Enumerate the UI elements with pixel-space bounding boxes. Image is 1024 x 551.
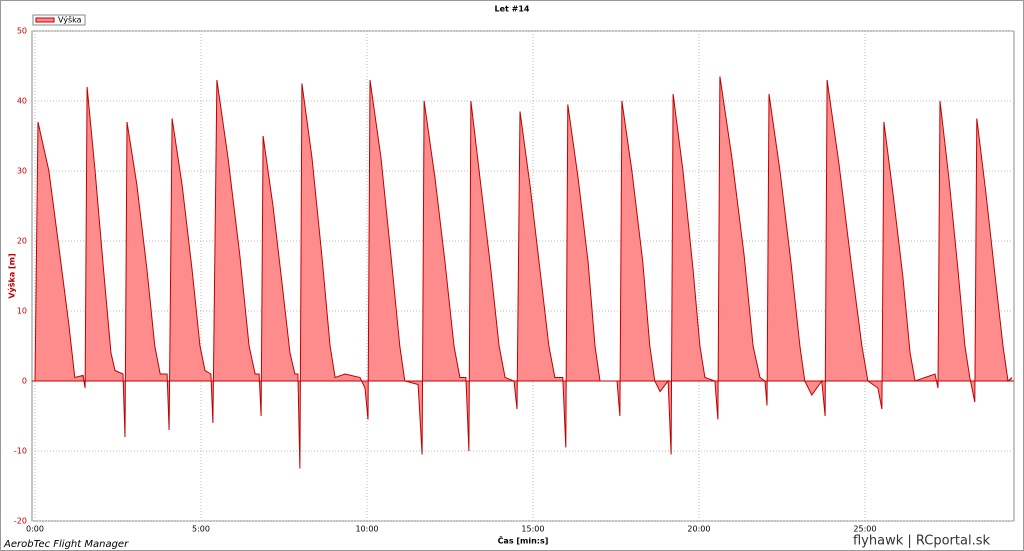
y-tick-label: 20 — [17, 237, 27, 246]
y-tick-label: 50 — [17, 27, 27, 36]
legend-label: Výška — [58, 15, 82, 25]
legend-box — [32, 14, 86, 26]
y-tick-label: 0 — [22, 377, 27, 386]
x-tick-label: 15:00 — [521, 525, 544, 534]
chart-title: Let #14 — [495, 5, 530, 14]
y-tick-label: 10 — [17, 307, 27, 316]
x-tick-label: 5:00 — [192, 525, 210, 534]
x-axis-label: Čas [min:s] — [498, 535, 549, 546]
area — [35, 76, 1012, 469]
footer-right: flyhawk | RCportal.sk — [853, 534, 990, 549]
line — [34, 76, 1013, 469]
footer-left: AerobTec Flight Manager — [3, 539, 129, 550]
y-tick-label: 30 — [17, 167, 27, 176]
x-tick-label: 20:00 — [687, 525, 710, 534]
y-tick-label: -10 — [14, 447, 27, 456]
x-tick-label: 25:00 — [853, 525, 876, 534]
x-tick-label: 0:00 — [26, 525, 44, 534]
y-tick-label: 40 — [17, 97, 27, 106]
x-tick-label: 10:00 — [355, 525, 378, 534]
y-tick-label: -20 — [14, 517, 27, 526]
y-axis-label: Výška [m] — [7, 253, 17, 298]
legend-swatch — [35, 17, 55, 23]
